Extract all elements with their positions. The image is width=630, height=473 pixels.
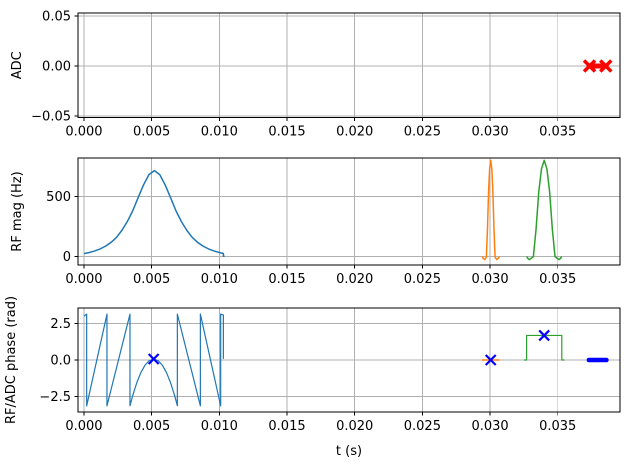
x-tick-label: 0.035	[539, 125, 576, 140]
adc-subplot: 0.000 0.005 0.010 0.015 0.020 0.025 0.030 0.035…	[10, 10, 621, 140]
x-tick-label: 0.025	[404, 125, 441, 140]
x-tick-label: 0.030	[471, 419, 508, 434]
x-tick-label: 0.025	[404, 272, 441, 287]
x-tick-label: 0.005	[133, 125, 170, 140]
x-tick-label: 0.030	[471, 272, 508, 287]
x-axis-label: t (s)	[336, 444, 362, 459]
x-marker	[484, 354, 497, 366]
x-marker	[599, 59, 613, 73]
y-axis-label: ADC	[10, 51, 25, 79]
x-tick-label: 0.005	[133, 419, 170, 434]
ticks	[74, 15, 559, 121]
x-tick-label: 0.020	[336, 125, 373, 140]
y-axis-label: RF mag (Hz)	[10, 171, 25, 251]
x-tick-label: 0.035	[539, 419, 576, 434]
x-tick-label: 0.010	[201, 419, 238, 434]
y-axis-label: RF/ADC phase (rad)	[4, 296, 19, 424]
y-tick-label: 500	[46, 190, 71, 205]
rf-mag-subplot: 0.000 0.005 0.010 0.015 0.020 0.025 0.030 0.035…	[10, 157, 621, 287]
grid	[78, 158, 620, 265]
x-tick-label: 0.025	[404, 419, 441, 434]
y-tick-label: 0.00	[42, 60, 71, 75]
phase-subplot: 0.000 0.005 0.010 0.015 0.020 0.025 0.030 0.035…	[4, 296, 621, 434]
y-tick-label: −2.5	[39, 390, 71, 405]
x-marker	[538, 329, 550, 342]
y-tick-label: 0.05	[42, 10, 71, 25]
x-tick-label: 0.020	[336, 419, 373, 434]
x-tick-label: 0.000	[65, 419, 102, 434]
y-tick-label: −0.05	[31, 110, 71, 125]
rf-pulse-3-phase	[523, 334, 565, 361]
x-tick-label: 0.010	[201, 125, 238, 140]
x-marker	[582, 59, 597, 73]
axes-spines	[77, 157, 621, 266]
x-tick-label: 0.015	[268, 272, 305, 287]
x-tick-label: 0.030	[471, 125, 508, 140]
x-tick-label: 0.000	[65, 272, 102, 287]
grid	[78, 13, 620, 118]
axes-spines	[77, 12, 621, 118]
x-tick-label: 0.035	[539, 272, 576, 287]
x-tick-label: 0.000	[65, 125, 102, 140]
y-tick-label: 0.0	[50, 354, 71, 369]
y-tick-label: 0	[63, 250, 71, 265]
rf-pulse-1-magnitude	[83, 169, 225, 257]
grid	[78, 308, 620, 412]
x-tick-label: 0.020	[336, 272, 373, 287]
x-marker	[147, 353, 160, 365]
rf-pulse-3-magnitude	[525, 159, 563, 261]
ticks	[74, 196, 559, 269]
y-tick-label: 2.5	[50, 317, 71, 332]
adc-readout-endpoint-markers	[582, 59, 613, 73]
x-tick-label: 0.015	[268, 419, 305, 434]
x-tick-label: 0.015	[268, 125, 305, 140]
x-tick-label: 0.010	[201, 272, 238, 287]
pulse-center-markers	[147, 329, 550, 366]
rf-pulse-2-magnitude	[481, 159, 501, 261]
x-tick-label: 0.005	[133, 272, 170, 287]
ticks	[74, 323, 559, 416]
